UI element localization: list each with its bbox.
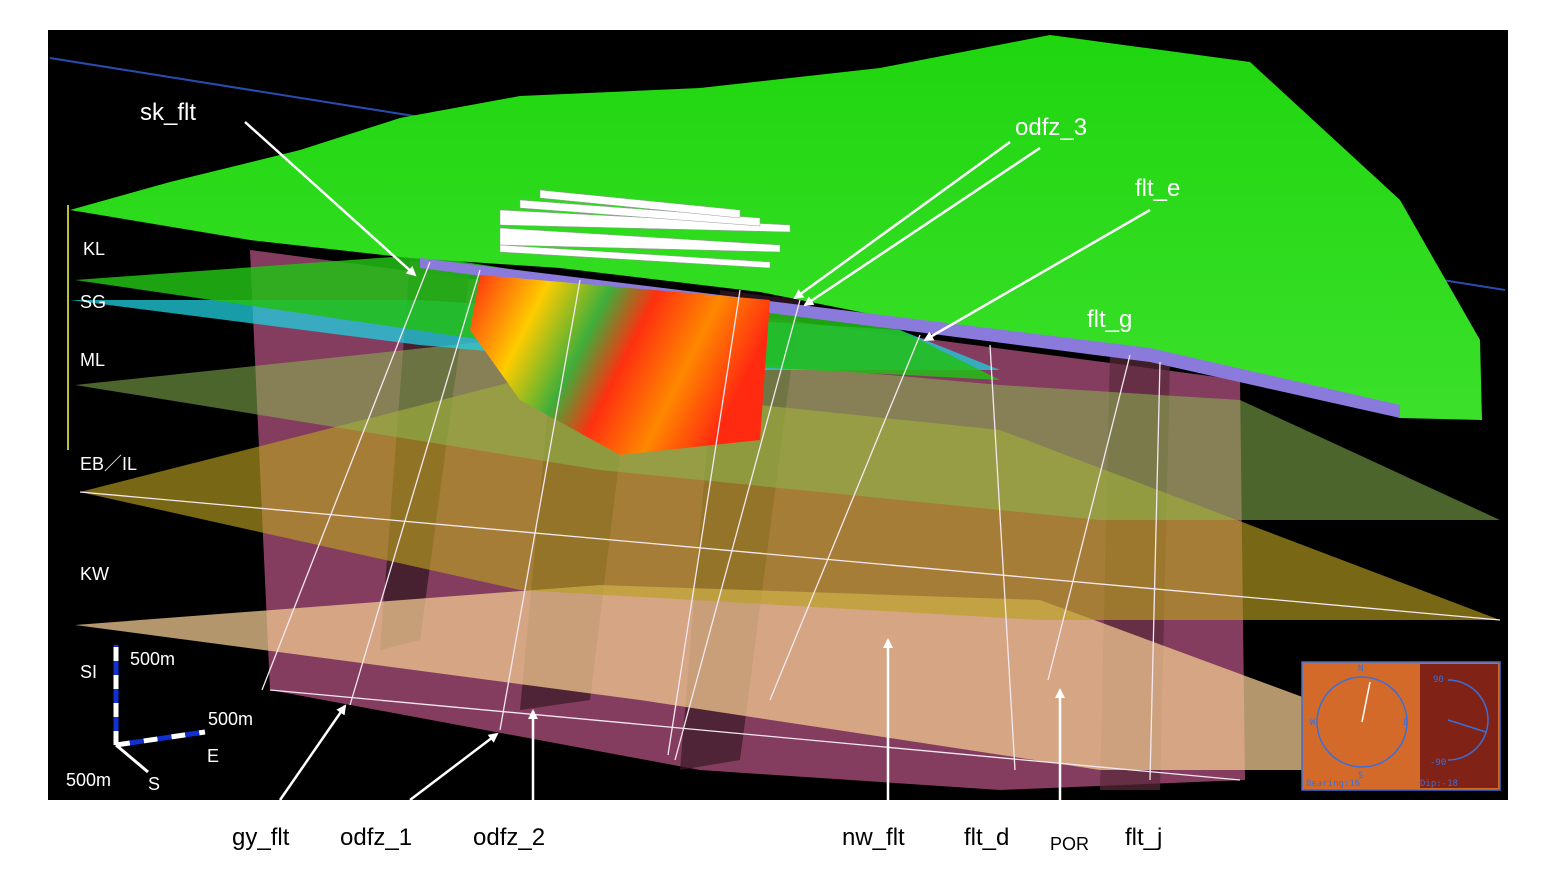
compass-label: E (1403, 718, 1408, 728)
layer-label: EB／IL (80, 454, 137, 474)
page: sk_flt odfz_3 flt_e flt_g KL SG ML EB／IL… (0, 0, 1554, 879)
fault-label: flt_j (1125, 824, 1162, 851)
fault-label: flt_e (1135, 175, 1180, 202)
scale-label: 500m (130, 649, 175, 669)
fault-label: gy_flt (232, 824, 290, 851)
fault-label: flt_g (1087, 306, 1132, 333)
compass-label: 90 (1433, 675, 1444, 685)
fault-label: odfz_3 (1015, 114, 1087, 141)
fault-label: flt_d (964, 824, 1009, 851)
compass-label: -90 (1430, 758, 1446, 768)
fault-label: odfz_1 (340, 824, 412, 851)
layer-label: ML (80, 350, 105, 370)
fault-label: nw_flt (842, 824, 905, 851)
fault-label: odfz_2 (473, 824, 545, 851)
model-view: sk_flt odfz_3 flt_e flt_g KL SG ML EB／IL… (0, 0, 1554, 879)
scale-label: SI (80, 662, 97, 682)
fault-label: POR (1050, 834, 1089, 854)
layer-label: SG (80, 292, 106, 312)
dip-readout: Dip:-18 (1420, 779, 1458, 789)
compass-label: N (1358, 664, 1363, 674)
bearing-readout: Bearing:16 (1306, 779, 1360, 789)
scale-label: 500m (66, 770, 111, 790)
compass-label: W (1310, 718, 1316, 728)
dip-panel (1420, 664, 1498, 788)
layer-label: KL (83, 239, 105, 259)
scale-label: 500m (208, 709, 253, 729)
scale-label: E (207, 746, 219, 766)
fault-label: sk_flt (140, 99, 196, 126)
layer-label: KW (80, 564, 109, 584)
scale-label: S (148, 774, 160, 794)
